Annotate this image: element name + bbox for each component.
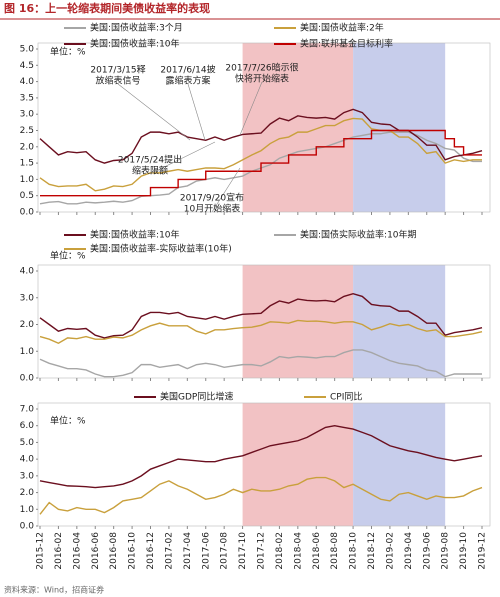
- annotation-leader: [211, 167, 241, 213]
- legend-label: CPI同比: [330, 391, 362, 403]
- y-tick-label: 3.0: [20, 293, 35, 303]
- annotation: 2017/3/15释: [90, 64, 145, 76]
- y-tick-label: 4.0: [20, 77, 35, 87]
- x-tick-label: 2019-10: [459, 532, 469, 570]
- shaded-period: [242, 265, 354, 378]
- x-tick-label: 2016-08: [109, 532, 119, 570]
- annotation: 10月开始缩表: [184, 203, 240, 215]
- annotation-leader: [117, 83, 191, 141]
- x-tick-label: 2017-10: [238, 532, 248, 570]
- unit-label: 单位：%: [50, 415, 86, 427]
- annotation: 2017/6/14披: [160, 64, 215, 76]
- y-tick-label: 0.0: [20, 208, 35, 218]
- y-tick-label: 1.0: [20, 175, 35, 185]
- y-tick-label: 0.0: [20, 522, 35, 532]
- x-tick-label: 2019-02: [385, 532, 395, 570]
- x-tick-label: 2017-12: [257, 532, 267, 570]
- x-tick-label: 2016-10: [128, 532, 138, 570]
- page-title: 图 16：上一轮缩表期间美债收益率的表现: [4, 1, 210, 15]
- legend-label: 美国:国债收益率:3个月: [90, 22, 183, 34]
- series-line: [39, 349, 482, 378]
- series-line: [39, 293, 483, 339]
- x-tick-label: 2019-04: [404, 532, 414, 570]
- source: 资料来源：Wind，招商证券: [4, 585, 104, 595]
- y-tick-label: 3.0: [20, 110, 35, 120]
- annotation: 2017/5/24提出: [118, 154, 182, 166]
- y-tick-label: 1.0: [20, 505, 35, 515]
- annotation: 露缩表方案: [165, 75, 210, 87]
- y-tick-label: 5.0: [20, 438, 35, 448]
- annotation-leader: [239, 81, 263, 136]
- plot-frame: [37, 402, 491, 527]
- legend-label: 美国GDP同比增速: [160, 391, 233, 403]
- annotation: 缩表限额: [132, 165, 168, 177]
- series-line: [40, 129, 482, 197]
- series-line: [39, 319, 483, 345]
- y-tick-label: 2.5: [20, 126, 34, 136]
- y-tick-label: 3.0: [20, 471, 35, 481]
- x-tick-label: 2016-06: [91, 532, 101, 570]
- y-tick-label: 1.0: [20, 347, 35, 357]
- shaded-period: [353, 403, 446, 526]
- annotation-leader: [149, 141, 216, 175]
- x-tick-label: 2019-06: [422, 532, 432, 570]
- y-tick-label: 2.0: [20, 142, 35, 152]
- x-tick-label: 2018-12: [367, 532, 377, 570]
- y-tick-label: 6.0: [20, 421, 35, 431]
- y-tick-label: 2.0: [20, 488, 35, 498]
- unit-label: 单位：%: [50, 46, 86, 58]
- x-tick-label: 2016-04: [72, 532, 82, 570]
- x-tick-label: 2018-08: [330, 532, 340, 570]
- x-tick-label: 2017-06: [201, 532, 211, 570]
- legend-label: 美国:国债收益率:10年: [90, 229, 180, 241]
- x-tick-label: 2017-02: [164, 532, 174, 570]
- y-tick-label: 1.5: [20, 159, 34, 169]
- annotation: 2017/9/20宣布: [180, 192, 244, 204]
- plot-frame: [37, 264, 491, 379]
- x-tick-label: 2019-12: [478, 532, 488, 570]
- shaded-period: [353, 265, 446, 378]
- legend-label: 美国:国债收益率:10年: [90, 38, 180, 50]
- shaded-period: [242, 403, 354, 526]
- y-tick-label: 0.0: [20, 374, 35, 384]
- series-line: [39, 425, 483, 489]
- annotation: 快将开始缩表: [235, 73, 289, 85]
- x-tick-label: 2018-04: [293, 532, 303, 570]
- unit-label: 单位：%: [50, 250, 86, 262]
- series-line: [39, 476, 483, 515]
- y-tick-label: 5.0: [20, 45, 35, 55]
- series-line: [39, 117, 482, 192]
- legend-label: 美国:国债收益率-实际收益率(10年): [90, 243, 232, 255]
- x-tick-label: 2018-10: [349, 532, 359, 570]
- y-tick-label: 0.5: [20, 191, 34, 201]
- x-tick-label: 2018-02: [275, 532, 285, 570]
- annotation: 放缩表信号: [95, 75, 140, 87]
- x-tick-label: 2016-12: [146, 532, 156, 570]
- y-tick-label: 4.0: [20, 267, 35, 277]
- x-tick-label: 2019-08: [441, 532, 451, 570]
- y-tick-label: 7.0: [20, 405, 35, 415]
- x-tick-label: 2015-12: [36, 532, 46, 570]
- y-tick-label: 2.0: [20, 320, 35, 330]
- plot-frame: [37, 42, 491, 213]
- x-tick-label: 2016-02: [54, 532, 64, 570]
- annotation-leader: [187, 83, 206, 141]
- legend-label: 美国:国债实际收益率:10年期: [300, 229, 417, 241]
- legend-label: 美国:国债收益率:2年: [300, 22, 384, 34]
- legend-label: 美国:联邦基金目标利率: [300, 38, 393, 50]
- y-tick-label: 3.5: [20, 93, 34, 103]
- shaded-period: [353, 43, 446, 212]
- annotation: 2017/7/26暗示很: [225, 62, 298, 74]
- y-tick-label: 4.0: [20, 455, 35, 465]
- shaded-period: [242, 43, 354, 212]
- x-tick-label: 2017-08: [220, 532, 230, 570]
- x-tick-label: 2017-04: [183, 532, 193, 570]
- x-tick-label: 2018-06: [312, 532, 322, 570]
- y-tick-label: 4.5: [20, 61, 34, 71]
